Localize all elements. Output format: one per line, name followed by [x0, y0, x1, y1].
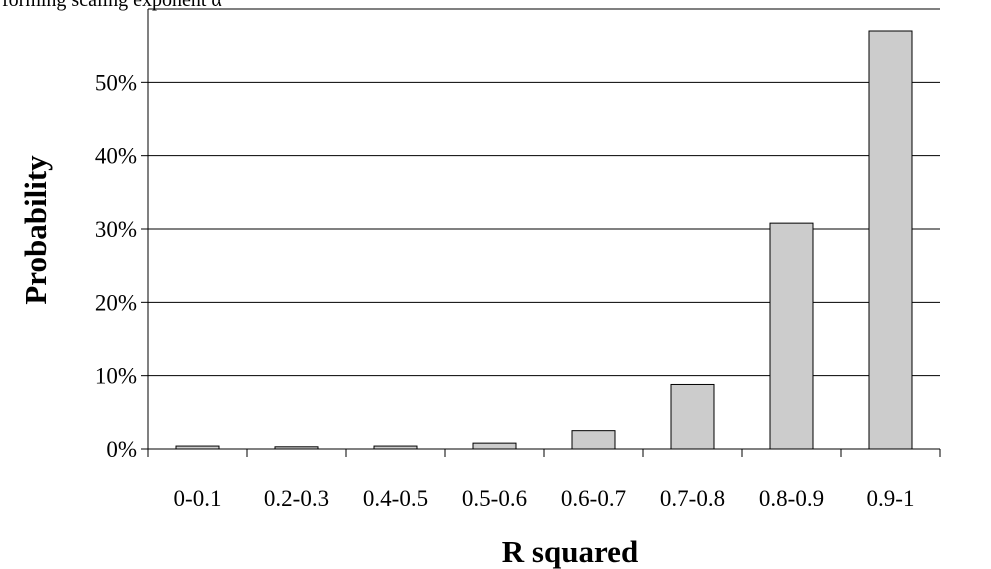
bar-0.8-0.9 [769, 222, 814, 450]
x-tick-label: 0.6-0.7 [561, 486, 626, 511]
axes [141, 9, 941, 457]
y-tick-label: 20% [95, 290, 137, 315]
y-tick-label: 40% [95, 144, 137, 169]
x-tick-label: 0.2-0.3 [264, 486, 329, 511]
bar-0.5-0.6 [472, 442, 517, 450]
y-tick-label: 0% [106, 437, 137, 462]
gridlines [148, 8, 940, 377]
x-tick-label: 0-0.1 [174, 486, 222, 511]
bar-0.7-0.8 [670, 383, 715, 450]
bar-0.9-1 [868, 30, 913, 450]
x-axis-title: R squared [502, 534, 638, 569]
x-tick-label: 0.7-0.8 [660, 486, 725, 511]
y-tick-label: 30% [95, 217, 137, 242]
caption-fragment: forming scaling exponent α [2, 0, 222, 11]
y-tick-label: 50% [95, 70, 137, 95]
bar-0.6-0.7 [571, 430, 616, 450]
y-tick-labels: 0% 10% 20% 30% 40% 50% [95, 70, 137, 462]
x-tick-labels: 0-0.1 0.2-0.3 0.4-0.5 0.5-0.6 0.6-0.7 0.7-0.8… [174, 486, 915, 511]
bars [175, 30, 913, 450]
y-tick-label: 10% [95, 364, 137, 389]
x-tick-label: 0.9-1 [867, 486, 915, 511]
x-tick-label: 0.5-0.6 [462, 486, 527, 511]
y-axis-title: Probability [18, 155, 53, 305]
x-tick-label: 0.4-0.5 [363, 486, 428, 511]
x-tick-label: 0.8-0.9 [759, 486, 824, 511]
